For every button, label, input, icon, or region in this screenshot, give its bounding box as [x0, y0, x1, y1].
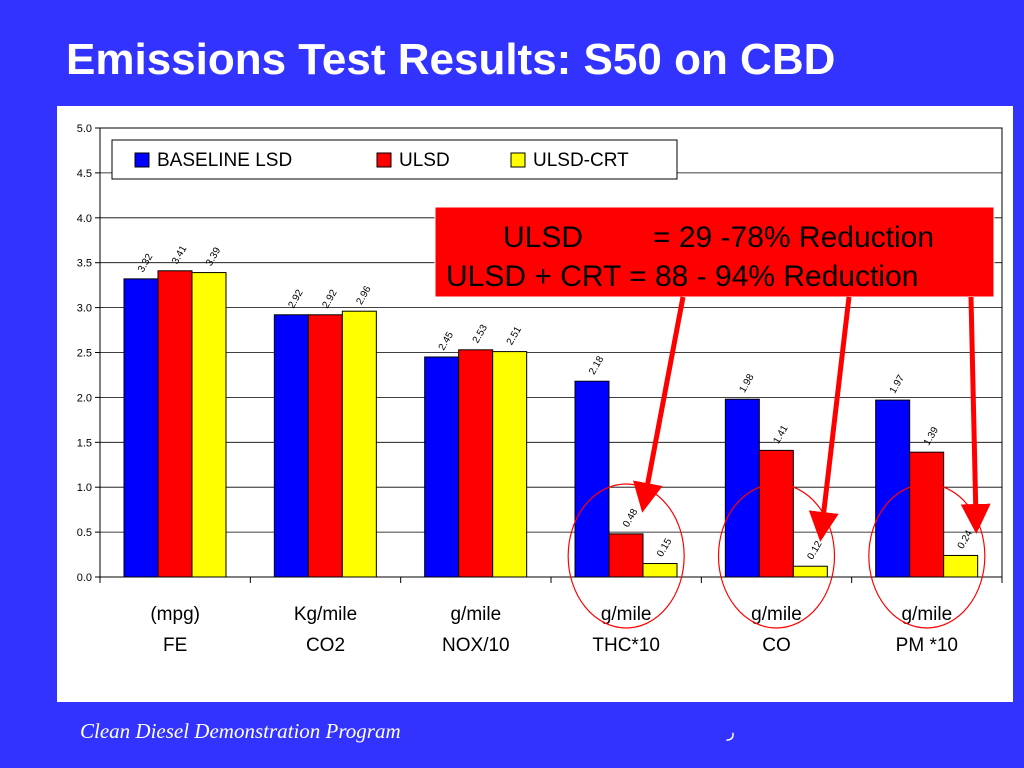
x-category-label-line1: g/mile: [901, 604, 952, 625]
x-category-label-line2: PM *10: [896, 635, 958, 656]
bar-baseline-lsd: [424, 356, 460, 578]
annotation-arrow: [633, 296, 686, 513]
y-tick-label: 1.0: [77, 482, 92, 494]
x-category-label-line1: g/mile: [450, 604, 501, 625]
y-tick-label: 3.0: [77, 303, 92, 315]
bar-baseline-lsd: [273, 314, 309, 578]
legend-swatch: [510, 152, 526, 168]
bar-baseline-lsd: [574, 380, 610, 578]
slide-title: Emissions Test Results: S50 on CBD: [66, 35, 836, 84]
bar-ulsd: [608, 533, 644, 578]
x-category-label-line1: (mpg): [150, 604, 200, 625]
annotation-arrow: [960, 296, 991, 534]
y-tick-label: 0.0: [77, 572, 92, 584]
x-category-label-line2: CO2: [306, 635, 345, 656]
annotation-arrow: [808, 296, 852, 542]
bar-ulsd: [458, 349, 494, 578]
x-category-label-line2: THC*10: [592, 635, 660, 656]
annotation-line1-value: = 29 -78% Reduction: [653, 221, 934, 254]
bar-chart: 0.00.51.01.52.02.53.03.54.04.55.0 3.322.…: [57, 106, 1013, 702]
bar-ulsd-crt: [492, 351, 528, 578]
bar-ulsd: [157, 270, 193, 578]
legend-box: [111, 139, 678, 180]
bar-baseline-lsd: [875, 399, 911, 578]
y-tick-label: 4.5: [77, 168, 92, 180]
bar-ulsd-crt: [943, 554, 979, 578]
x-category-label-line2: FE: [163, 635, 187, 656]
legend-swatch: [134, 152, 150, 168]
highlight-circle: [567, 483, 685, 629]
legend-label: ULSD-CRT: [533, 150, 629, 171]
y-tick-label: 1.5: [77, 437, 92, 449]
highlight-circle: [717, 483, 836, 629]
y-tick-label: 2.0: [77, 392, 92, 404]
bar-baseline-lsd: [123, 278, 159, 578]
footer-page-mark: ر: [727, 724, 735, 741]
annotation-line2: ULSD + CRT = 88 - 94% Reduction: [446, 260, 918, 293]
bar-ulsd-crt: [642, 563, 678, 578]
bar-ulsd: [307, 314, 343, 578]
x-category-label-line2: NOX/10: [442, 635, 510, 656]
bar-ulsd-crt: [191, 272, 227, 578]
bar-ulsd: [758, 449, 794, 578]
footer-program-name: Clean Diesel Demonstration Program: [80, 719, 401, 743]
bar-ulsd-crt: [341, 310, 377, 578]
x-category-label-line2: CO: [762, 635, 791, 656]
legend-label: ULSD: [399, 150, 450, 171]
x-category-label-line1: g/mile: [751, 604, 802, 625]
annotation-line1-label: ULSD: [503, 221, 583, 254]
x-category-label-line1: Kg/mile: [294, 604, 357, 625]
x-category-label-line1: g/mile: [601, 604, 652, 625]
annotation-box: [434, 206, 995, 298]
highlight-circle: [868, 483, 986, 629]
y-tick-label: 2.5: [77, 348, 92, 360]
y-tick-label: 3.5: [77, 258, 92, 270]
chart-panel: 0.0 0.5 1.0 1.5 2.0 2.5 3.0 3.5 4.0 4.5 5.0 3.32 2.…: [57, 106, 1013, 702]
legend-swatch: [376, 152, 392, 168]
bar-ulsd: [909, 451, 945, 578]
y-tick-label: 4.0: [77, 213, 92, 225]
legend-label: BASELINE LSD: [157, 150, 292, 171]
y-tick-label: 0.5: [77, 527, 92, 539]
bar-baseline-lsd: [724, 398, 760, 578]
bar-ulsd-crt: [792, 565, 828, 578]
y-tick-label: 5.0: [77, 123, 92, 135]
